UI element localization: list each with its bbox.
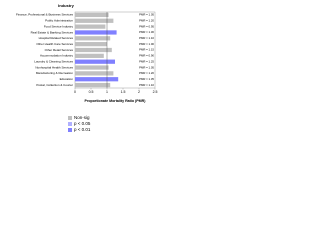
value-label: PMR = 1.20 — [139, 71, 154, 75]
legend-label: Non-sig — [74, 115, 90, 120]
bar — [75, 77, 119, 82]
bar — [75, 65, 109, 70]
category-label: Laundry & Cleaning Services — [34, 59, 73, 63]
category-label: Other Retail Services — [45, 48, 74, 52]
category-label: Finance, Professional & Business Service… — [16, 13, 74, 17]
bar — [75, 82, 111, 88]
x-tick-label: 1.5 — [121, 90, 126, 94]
x-tick-label: 0 — [74, 90, 76, 94]
category-label: Education — [60, 77, 74, 81]
x-tick-label: 0.5 — [89, 90, 94, 94]
category-label: Hospital Related Services — [39, 36, 74, 40]
chart-title: Industry — [58, 3, 75, 8]
x-tick-label: 1 — [106, 90, 108, 94]
bar — [75, 42, 107, 47]
value-label: PMR = 1.25 — [139, 59, 154, 63]
value-label: PMR = 0.95 — [139, 24, 154, 28]
bar — [75, 47, 112, 53]
value-label: PMR = 1.10 — [139, 83, 154, 87]
value-label: PMR = 1.15 — [139, 48, 154, 52]
bar — [75, 18, 114, 23]
category-label: Public Administration — [45, 19, 73, 23]
bar — [75, 30, 117, 35]
value-label: PMR = 1.05 — [139, 65, 154, 69]
chart: Industry Proportionate Mortality Ratio (… — [16, 3, 158, 132]
bar — [75, 36, 111, 41]
value-label: PMR = 1.35 — [139, 77, 154, 81]
value-label: PMR = 1.05 — [139, 13, 154, 17]
legend-label: p < 0.01 — [74, 127, 91, 132]
value-label: PMR = 1.30 — [139, 30, 154, 34]
category-label: Postal, Collection & Courier — [36, 83, 73, 87]
bar — [75, 59, 115, 64]
category-label: Nonhospital Health Services — [35, 65, 73, 69]
category-label: Food Service Industry — [44, 24, 74, 28]
bar — [75, 24, 106, 29]
bar — [75, 71, 114, 76]
value-label: PMR = 1.00 — [139, 42, 154, 46]
legend-swatch — [68, 128, 72, 132]
legend-swatch — [68, 122, 72, 126]
value-label: PMR = 1.10 — [139, 36, 154, 40]
category-label: Real Estate & Banking Services — [31, 30, 74, 34]
category-label: Manufacturing & Recreation — [36, 71, 74, 75]
value-label: PMR = 1.20 — [139, 19, 154, 23]
x-tick-label: 2 — [138, 90, 140, 94]
legend-label: p < 0.05 — [74, 121, 91, 126]
bar — [75, 53, 104, 58]
legend-swatch — [68, 116, 72, 120]
x-axis-title: Proportionate Mortality Ratio (PMR) — [85, 99, 147, 103]
x-tick-label: 2.5 — [153, 90, 158, 94]
category-label: Accommodation Industry — [40, 54, 74, 58]
category-label: Other Health Care Services — [36, 42, 73, 46]
bar — [75, 12, 109, 18]
value-label: PMR = 0.90 — [139, 54, 154, 58]
